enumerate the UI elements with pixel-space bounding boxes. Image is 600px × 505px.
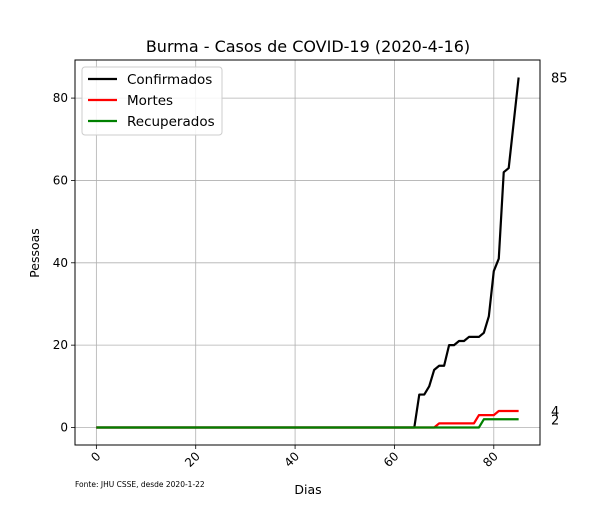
x-tick-label: 40 [281,449,302,470]
x-ticks: 0 20 40 60 80 [88,445,501,470]
source-note: Fonte: JHU CSSE, desde 2020-1-22 [75,480,205,489]
end-label-confirmados: 85 [551,72,568,87]
y-tick-label: 60 [53,173,68,187]
legend-label-recuperados: Recuperados [127,114,215,130]
y-tick-label: 80 [53,91,68,105]
y-ticks: 0 20 40 60 80 [53,91,75,435]
series-line-mortes [96,409,519,429]
y-tick-label: 40 [53,256,68,270]
x-tick-label: 60 [381,449,402,470]
end-labels: 85 42 [551,72,568,429]
chart-title: Burma - Casos de COVID-19 (2020-4-16) [146,37,470,56]
legend-box [81,66,223,136]
end-label-mortes: 4 [551,405,559,420]
y-axis-label: Pessoas [27,228,42,278]
y-tick-label: 0 [60,421,68,435]
x-tick-label: 0 [88,449,103,464]
end-label-recuperados: 2 [551,413,559,428]
series-line-recuperados [96,418,519,429]
series-lines [96,77,520,429]
x-tick-label: 80 [480,449,501,470]
x-tick-label: 20 [182,449,203,470]
plot-frame [74,59,541,446]
legend-label-confirmados: Confirmados [127,72,212,88]
legend-label-mortes: Mortes [127,93,173,109]
legend: Confirmados Mortes Recuperados [81,66,223,136]
y-tick-label: 20 [53,338,68,352]
series-line-confirmados [96,77,520,429]
x-axis-label: Dias [294,482,321,497]
